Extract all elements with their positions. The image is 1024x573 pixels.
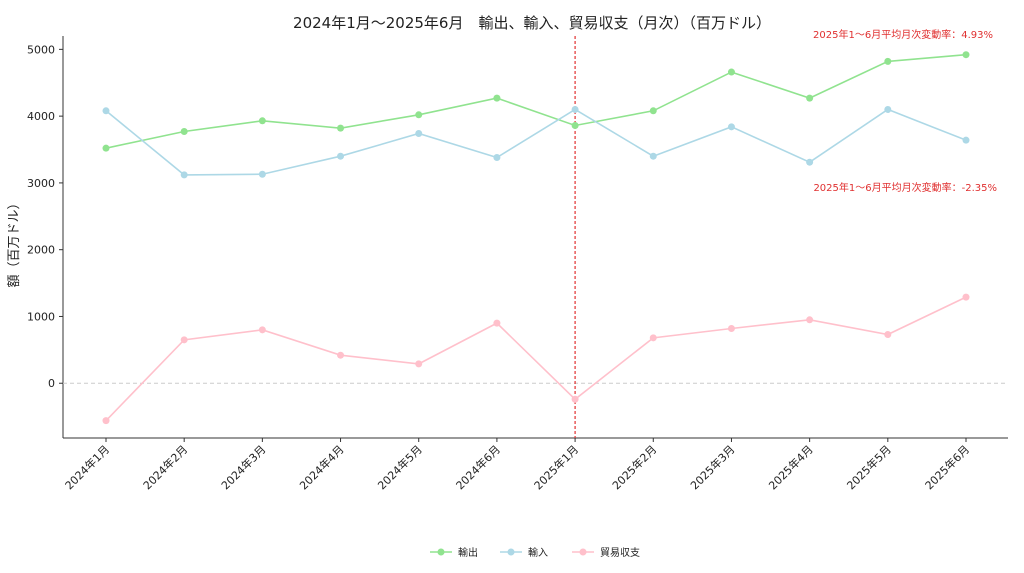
y-tick-label: 2000 (27, 244, 55, 257)
data-point (727, 68, 735, 76)
legend-swatch-marker (507, 548, 515, 556)
data-point (727, 123, 735, 131)
data-point (337, 152, 345, 160)
legend-swatch-marker (579, 548, 587, 556)
data-point (962, 136, 970, 144)
legend-label: 貿易収支 (600, 547, 640, 559)
data-point (493, 319, 501, 327)
data-point (806, 94, 814, 102)
data-point (180, 171, 188, 179)
data-point (337, 124, 345, 132)
data-point (884, 105, 892, 113)
data-point (571, 105, 579, 113)
data-point (415, 111, 423, 119)
data-point (962, 293, 970, 301)
x-tick-label: 2024年5月 (375, 442, 425, 492)
x-tick-label: 2024年6月 (453, 442, 503, 492)
data-point (180, 336, 188, 344)
legend-label: 輸出 (458, 546, 478, 559)
data-point (102, 107, 110, 115)
data-point (649, 152, 657, 160)
data-point (571, 121, 579, 129)
series-line-3 (105, 296, 967, 422)
x-tick-label: 2024年1月 (62, 442, 112, 492)
y-tick-label: 1000 (27, 310, 55, 323)
y-tick-label: 4000 (27, 110, 55, 123)
annotation-exports-rate: 2025年1～6月平均月次変動率：4.93% (813, 28, 993, 41)
data-point (180, 127, 188, 135)
legend-swatch-marker (437, 548, 445, 556)
x-tick-label: 2025年5月 (844, 442, 894, 492)
data-point (493, 154, 501, 162)
y-tick-label: 3000 (27, 177, 55, 190)
data-point (571, 395, 579, 403)
x-tick-label: 2025年2月 (609, 442, 659, 492)
legend-label: 輸入 (528, 546, 548, 559)
data-point (102, 144, 110, 152)
data-point (806, 316, 814, 324)
data-point (493, 94, 501, 102)
chart-title: 2024年1月～2025年6月 輸出、輸入、貿易収支（月次）（百万ドル） (293, 14, 771, 32)
data-point (258, 326, 266, 334)
annotation-imports-rate: 2025年1～6月平均月次変動率：-2.35% (813, 181, 997, 194)
x-tick-label: 2024年2月 (140, 442, 190, 492)
series-line-2 (105, 108, 967, 176)
x-tick-label: 2025年1月 (531, 442, 581, 492)
data-point (337, 351, 345, 359)
data-point (102, 417, 110, 425)
data-point (649, 334, 657, 342)
data-point (727, 324, 735, 332)
data-point (884, 57, 892, 65)
data-point (962, 51, 970, 59)
x-tick-label: 2024年3月 (218, 442, 268, 492)
y-tick-label: 5000 (27, 43, 55, 56)
y-tick-label: 0 (48, 377, 55, 390)
y-axis-label: 額（百万ドル） (7, 196, 22, 287)
series-line-1 (105, 53, 967, 149)
x-tick-label: 2025年4月 (766, 442, 816, 492)
data-point (649, 107, 657, 115)
legend: 輸出 輸入 貿易収支 (430, 546, 640, 559)
x-tick-label: 2025年6月 (922, 442, 972, 492)
data-point (884, 330, 892, 338)
data-point (258, 117, 266, 125)
x-tick-label: 2025年3月 (687, 442, 737, 492)
data-point (415, 360, 423, 368)
data-point (806, 158, 814, 166)
data-point (415, 129, 423, 137)
x-tick-label: 2024年4月 (296, 442, 346, 492)
data-point (258, 170, 266, 178)
